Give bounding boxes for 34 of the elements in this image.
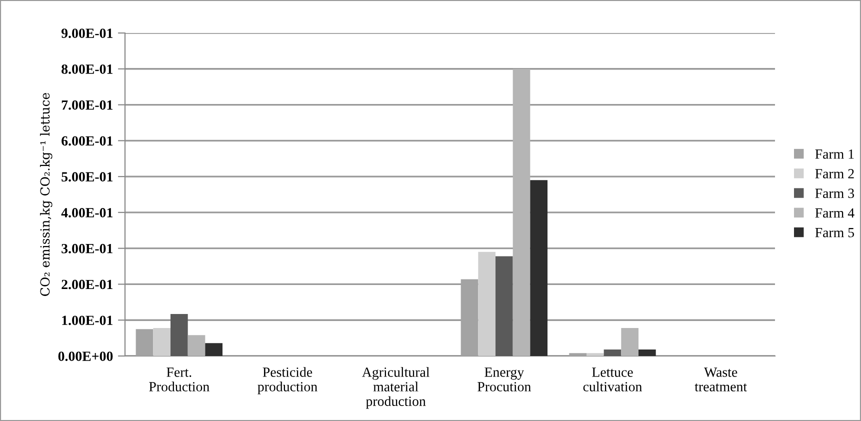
bar — [512, 68, 530, 356]
legend-label: Farm 4 — [815, 208, 854, 218]
x-tick-label: Fert. Production — [149, 368, 210, 392]
legend-label: Farm 2 — [815, 169, 854, 178]
x-tick-label: Agricultural material production — [362, 367, 430, 409]
bar — [478, 252, 496, 356]
x-tick-label: Lettuce cultivation — [583, 368, 642, 392]
y-tick-label: 1.00E-01 — [62, 316, 112, 326]
y-axis-title: CO₂ emissin,kg CO₂.kg⁻¹ lettuce — [40, 92, 52, 296]
legend-label: Farm 1 — [815, 149, 854, 159]
bar — [496, 256, 513, 356]
legend-label: Farm 5 — [815, 228, 854, 238]
y-tick-label: 3.00E-01 — [62, 244, 112, 254]
y-tick-label: 2.00E-01 — [62, 280, 112, 290]
y-tick-label: 0.00E+00 — [58, 352, 113, 362]
bar — [153, 328, 170, 356]
y-tick-label: 4.00E-01 — [61, 208, 112, 218]
legend-label: Farm 3 — [815, 188, 854, 198]
x-tick-label: Waste treatment — [694, 368, 747, 392]
bar — [205, 343, 222, 356]
bar — [170, 314, 188, 356]
x-tick-label: Pesticide production — [258, 367, 318, 394]
y-tick-label: 7.00E-01 — [62, 100, 112, 110]
bar — [586, 353, 604, 356]
x-tick-label: Energy Procution — [478, 368, 531, 392]
y-tick-label: 5.00E-01 — [62, 172, 112, 182]
bar — [188, 335, 206, 356]
bar — [530, 180, 548, 356]
bar — [604, 350, 622, 356]
y-tick-label: 9.00E-01 — [61, 28, 112, 38]
y-tick-label: 6.00E-01 — [62, 136, 112, 146]
bar — [638, 350, 656, 356]
bar — [621, 328, 638, 356]
y-tick-label: 8.00E-01 — [62, 64, 112, 74]
